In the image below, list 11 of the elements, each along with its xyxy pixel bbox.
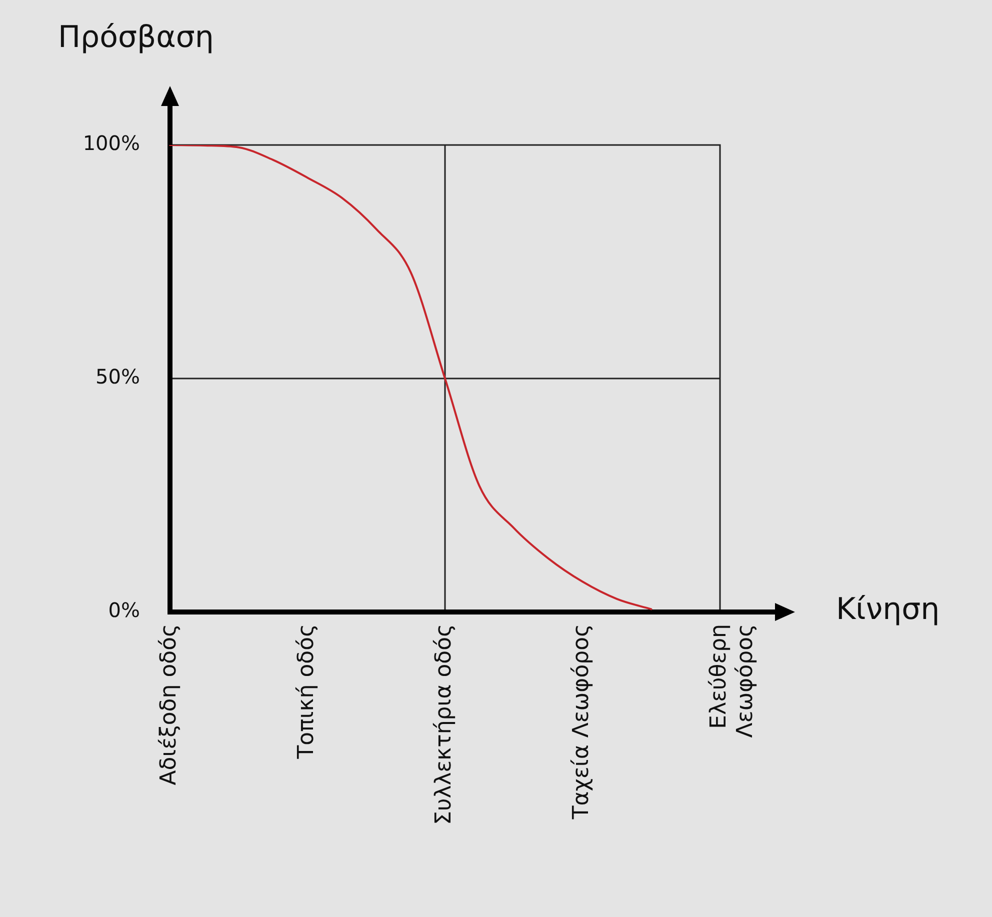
x-tick-label: Αδιέξοδη οδός [156,624,182,786]
x-tick-label: Ελεύθερη Λεωφόρος [706,624,758,738]
y-tick-label: 50% [96,364,140,389]
y-axis-title: Πρόσβαση [58,20,214,55]
x-tick-label: Τοπική οδός [294,624,320,760]
x-tick-label: Συλλεκτήρια οδός [432,624,457,825]
y-tick-label: 0% [108,598,140,622]
line-series [169,145,652,610]
x-tick-label: Ταχεία Λεωφόρος [569,624,594,820]
y-tick-label: 100% [82,131,140,156]
x-axis-title: Κίνηση [836,592,940,627]
